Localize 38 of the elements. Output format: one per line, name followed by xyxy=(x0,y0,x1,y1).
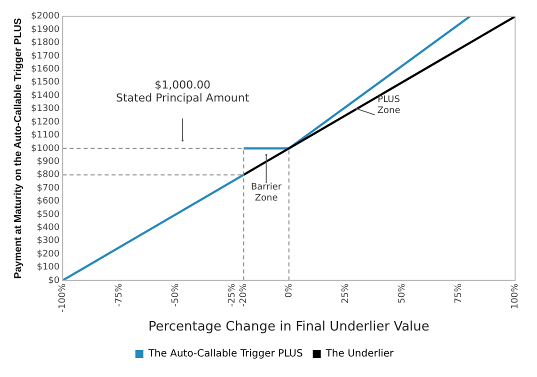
x-axis-title: Percentage Change in Final Underlier Value xyxy=(148,320,430,335)
y-tick-label: $1800 xyxy=(30,38,60,48)
y-tick-label: $0 xyxy=(48,276,60,286)
y-tick-label: $1700 xyxy=(30,51,60,62)
x-tick-label: -25% xyxy=(228,282,238,307)
legend-label: The Auto-Callable Trigger PLUS xyxy=(147,348,303,360)
x-tick-label: 100% xyxy=(510,282,521,310)
y-tick-label: $400 xyxy=(36,222,60,233)
y-tick-label: $1600 xyxy=(30,64,60,75)
x-tick-label: -50% xyxy=(171,282,182,307)
legend-label: The Underlier xyxy=(324,348,395,360)
y-tick-label: $500 xyxy=(36,210,60,220)
y-tick-label: $600 xyxy=(36,196,60,207)
x-tick-label: 0% xyxy=(284,282,294,298)
annotation: Barrier Zone xyxy=(250,182,282,204)
y-tick-label: $1200 xyxy=(30,117,60,128)
x-tick-label: -100% xyxy=(58,282,68,312)
x-tick-label: -75% xyxy=(114,282,125,307)
y-tick-label: $1100 xyxy=(30,130,60,141)
y-axis-title: Payment at Maturity on the Auto-Callable Trigger PLUS xyxy=(12,18,24,279)
x-tick-label: 50% xyxy=(397,282,408,304)
y-tick-label: $1300 xyxy=(30,104,60,114)
x-tick-label: 75% xyxy=(454,282,464,304)
x-tick-label: -20% xyxy=(239,282,249,307)
y-tick-label: $100 xyxy=(36,262,60,273)
y-tick-label: $1900 xyxy=(30,24,60,35)
x-tick-label: 25% xyxy=(340,282,351,304)
y-tick-label: $2000 xyxy=(30,12,60,22)
y-tick-label: $300 xyxy=(36,236,60,246)
y-tick-label: $900 xyxy=(36,156,60,167)
y-tick-label: $1000 xyxy=(30,144,60,154)
annotation: PLUS Zone xyxy=(377,95,401,116)
y-tick-label: $1500 xyxy=(30,78,60,88)
y-tick-label: $800 xyxy=(36,170,60,180)
y-tick-label: $700 xyxy=(36,183,60,194)
y-tick-label: $1400 xyxy=(30,90,60,101)
y-tick-label: $200 xyxy=(36,249,60,260)
annotation: $1,000.00 Stated Principal Amount xyxy=(116,78,250,104)
